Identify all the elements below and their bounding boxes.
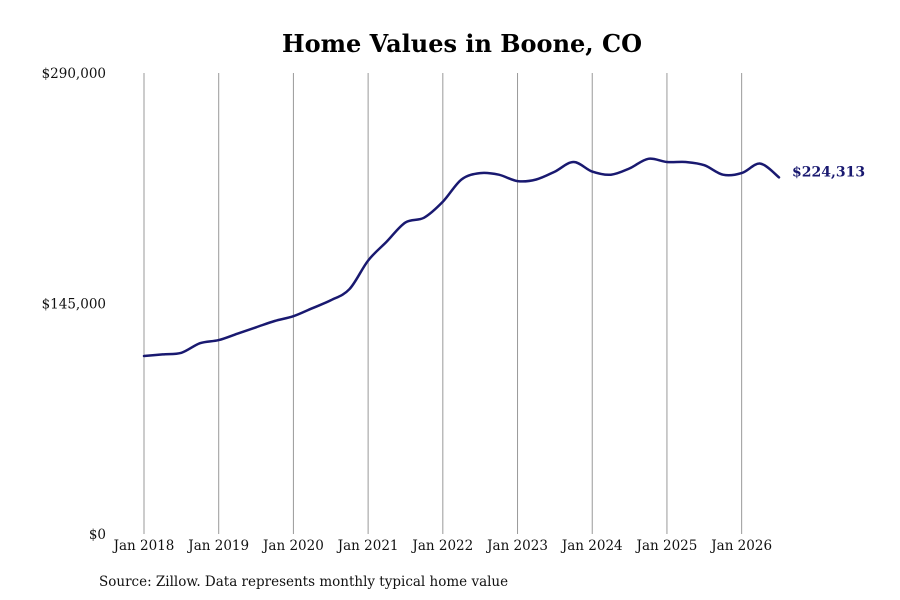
x-tick-label: Jan 2024 [560,538,623,554]
x-tick-label: Jan 2020 [261,538,324,554]
x-axis-ticks: Jan 2018 Jan 2019 Jan 2020 Jan 2021 Jan 2022… [112,538,772,554]
y-tick-label: $290,000 [42,66,106,82]
home-value-line [142,157,781,358]
latest-value-label: $224,313 [792,164,865,180]
y-axis-ticks: $0 $145,000 $290,000 [42,66,106,543]
x-tick-label: Jan 2021 [336,538,399,554]
source-note: Source: Zillow. Data represents monthly … [99,574,508,590]
gridlines [143,73,743,534]
x-tick-label: Jan 2022 [410,538,473,554]
x-tick-label: Jan 2018 [112,538,175,554]
x-tick-label: Jan 2025 [635,538,698,554]
x-tick-label: Jan 2026 [709,538,772,554]
x-tick-label: Jan 2019 [186,538,249,554]
x-tick-label: Jan 2023 [485,538,548,554]
y-tick-label: $0 [89,527,106,543]
y-tick-label: $145,000 [42,297,106,313]
chart-title: Home Values in Boone, CO [282,29,642,58]
